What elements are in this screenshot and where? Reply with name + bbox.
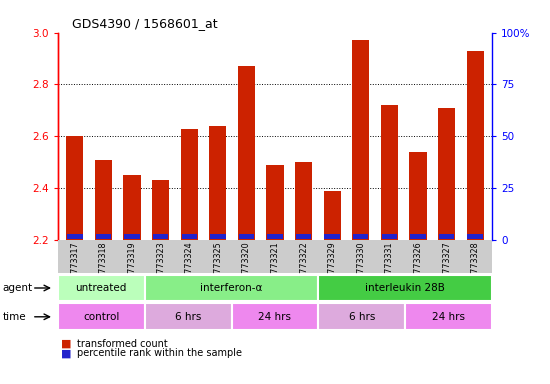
Text: ■: ■ xyxy=(60,348,71,358)
Bar xyxy=(266,165,284,240)
Text: untreated: untreated xyxy=(75,283,127,293)
Bar xyxy=(352,40,370,240)
Text: GSM773331: GSM773331 xyxy=(385,242,394,290)
Bar xyxy=(209,126,227,240)
Text: GSM773322: GSM773322 xyxy=(299,242,308,290)
Bar xyxy=(382,234,397,239)
Text: 6 hrs: 6 hrs xyxy=(175,312,201,322)
Bar xyxy=(67,234,82,239)
Text: 6 hrs: 6 hrs xyxy=(349,312,375,322)
Text: control: control xyxy=(83,312,119,322)
Text: interleukin 28B: interleukin 28B xyxy=(365,283,446,293)
Text: GSM773326: GSM773326 xyxy=(414,242,422,290)
Bar xyxy=(67,136,84,240)
Text: GDS4390 / 1568601_at: GDS4390 / 1568601_at xyxy=(72,17,217,30)
Text: transformed count: transformed count xyxy=(77,339,168,349)
Bar xyxy=(180,129,198,240)
Bar xyxy=(409,152,426,240)
Bar xyxy=(238,66,255,240)
Bar xyxy=(296,234,311,239)
Text: 24 hrs: 24 hrs xyxy=(432,312,465,322)
Bar xyxy=(438,108,455,240)
Text: GSM773323: GSM773323 xyxy=(156,242,165,290)
Bar xyxy=(124,234,140,239)
Bar xyxy=(410,234,426,239)
Bar xyxy=(466,51,483,240)
Text: 24 hrs: 24 hrs xyxy=(258,312,292,322)
Bar xyxy=(267,234,283,239)
Text: ■: ■ xyxy=(60,339,71,349)
Bar xyxy=(152,180,169,240)
Bar xyxy=(96,234,111,239)
Text: GSM773318: GSM773318 xyxy=(99,242,108,290)
Bar xyxy=(182,234,197,239)
Text: time: time xyxy=(3,312,26,322)
Bar xyxy=(353,234,369,239)
Text: interferon-α: interferon-α xyxy=(200,283,263,293)
Bar xyxy=(323,191,341,240)
Text: GSM773320: GSM773320 xyxy=(242,242,251,290)
Text: GSM773329: GSM773329 xyxy=(328,242,337,290)
Bar xyxy=(210,234,225,239)
Bar xyxy=(381,105,398,240)
Text: GSM773317: GSM773317 xyxy=(70,242,79,290)
Bar xyxy=(124,175,141,240)
Bar xyxy=(439,234,454,239)
Bar xyxy=(468,234,483,239)
Text: agent: agent xyxy=(3,283,33,293)
Text: GSM773319: GSM773319 xyxy=(128,242,136,290)
Bar xyxy=(95,160,112,240)
Bar xyxy=(153,234,168,239)
Text: GSM773325: GSM773325 xyxy=(213,242,222,290)
Text: GSM773327: GSM773327 xyxy=(442,242,451,290)
Text: GSM773328: GSM773328 xyxy=(471,242,480,290)
Text: GSM773321: GSM773321 xyxy=(271,242,279,290)
Text: percentile rank within the sample: percentile rank within the sample xyxy=(77,348,242,358)
Text: GSM773330: GSM773330 xyxy=(356,242,365,290)
Bar xyxy=(324,234,340,239)
Bar xyxy=(295,162,312,240)
Bar xyxy=(239,234,254,239)
Text: GSM773324: GSM773324 xyxy=(185,242,194,290)
